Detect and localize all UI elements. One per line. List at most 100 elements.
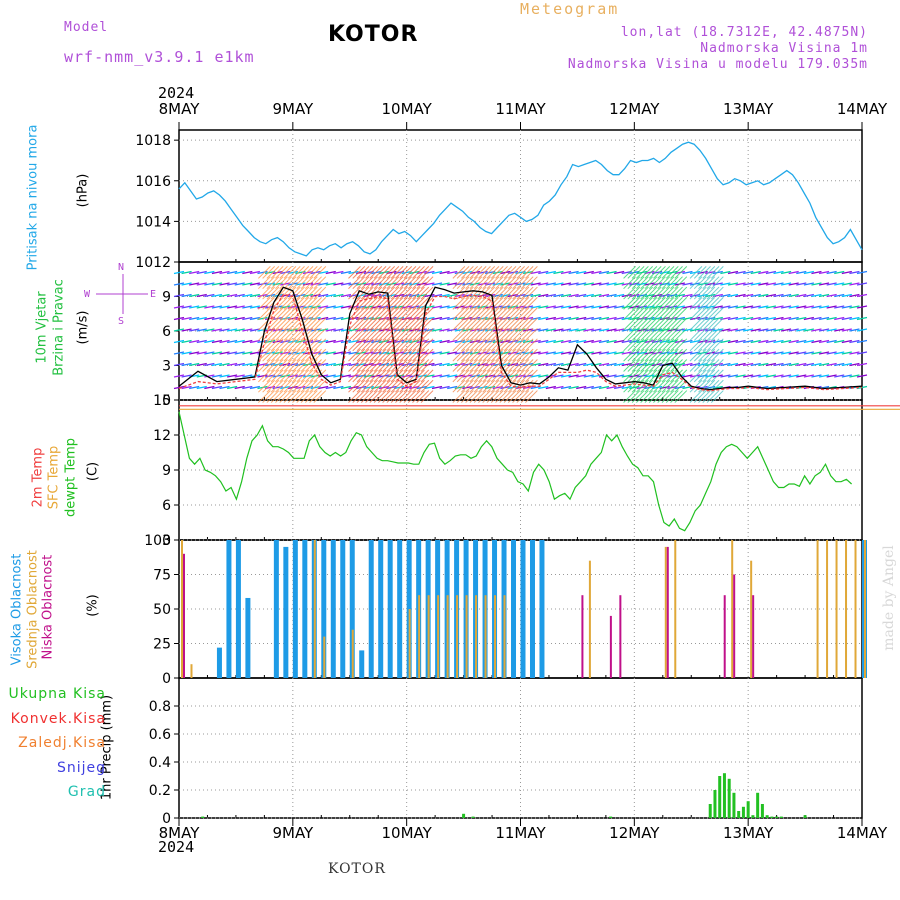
wind-barb-storm [644,307,658,321]
wind-barb-storm [503,379,517,393]
wind-barb [826,270,837,275]
wind-barb-storm [702,317,716,331]
wind-barb [765,374,777,378]
wind-barb [211,328,223,332]
wind-barb-storm [693,317,707,331]
wind-barb [765,339,777,344]
cloud-bar [511,540,517,678]
cloud-bar [437,595,440,678]
wind-barb [447,374,458,378]
wind-barb-storm [631,348,645,362]
wind-barb [439,374,450,378]
wind-barb-storm [456,348,470,362]
wind-ytick-label: 6 [162,324,171,340]
wind-barb-storm [636,317,649,331]
wind-barb [834,328,845,332]
wind-barb [591,305,602,309]
cloud-bar [235,540,241,678]
wind-barb [447,293,458,298]
wind-barb-storm [416,338,430,352]
wind-barb [614,339,625,344]
wind-barb [735,270,746,275]
wind-barb [705,305,716,309]
wind-barb [780,351,792,355]
wind-barb [583,374,594,378]
wind-barb-storm [486,379,500,393]
wind-barb-storm [420,390,434,403]
wind-barb-storm [520,265,534,279]
wind-barb-storm [520,369,534,383]
wind-barb-storm [452,348,466,362]
wind-barb [818,339,830,344]
wind-barb [173,385,185,390]
temperature-ytick-label: 6 [162,498,171,514]
wind-barb-storm [512,379,525,393]
wind-barb [553,351,564,355]
wind-barb-storm [352,379,366,393]
wind-barb [560,374,572,378]
wind-barb-storm [520,307,534,321]
wind-barb-storm [657,338,671,352]
wind-barb-storm [674,317,688,331]
wind-barb [856,374,868,378]
wind-barb [598,282,610,286]
wind-barb [788,316,799,321]
wind-barb-storm [623,317,636,331]
wind-barb-storm [369,307,383,321]
wind-barb-storm [499,297,513,310]
wind-barb-storm [486,286,500,300]
wind-barb-storm [657,348,671,362]
wind-barb-storm [627,286,641,300]
wind-barb [568,282,579,286]
wind-barb-storm [469,348,483,362]
wind-barb [826,362,837,367]
wind-barb-storm [452,359,466,372]
wind-barb-storm [670,317,683,331]
wind-barb [424,385,435,390]
wind-barb-storm [262,276,275,290]
wind-barb [219,328,230,332]
wind-barb-storm [258,348,271,362]
wind-barb-storm [373,379,387,393]
wind-barb [712,385,723,390]
cloud-bar [216,647,222,678]
wind-barb [340,282,352,286]
wind-barb-storm [407,328,421,341]
wind-barb-storm [258,286,271,300]
wind-barb-storm [313,297,327,310]
wind-barb-storm [623,276,636,290]
wind-barb [576,282,587,286]
wind-barb-storm [702,369,716,383]
temperature-ytick-label: 15 [153,393,171,409]
wind-barb [796,293,807,298]
wind-barb [841,316,852,321]
wind-barb-storm [403,348,417,362]
wind-barb-storm [631,286,645,300]
wind-barb [401,293,412,298]
wind-barb-storm [296,359,310,372]
wind-barb-storm [279,369,293,383]
wind-barb-storm [702,328,716,341]
wind-barb-storm [631,328,645,341]
wind-barb-storm [300,286,314,300]
wind-barb [538,316,549,321]
wind-barb [811,374,822,378]
wind-barb [841,293,852,298]
wind-barb-storm [465,338,479,352]
precip-bar [609,816,613,818]
wind-barb [234,385,245,390]
wind-barb [826,282,837,286]
wind-barb-storm [674,297,688,310]
wind-barb-storm [473,297,487,310]
wind-barb-storm [525,379,538,393]
wind-barb [363,305,374,309]
wind-barb-storm [648,390,662,403]
wind-barb-storm [296,265,310,279]
wind-barb [545,316,556,321]
wind-barb [811,351,822,355]
wind-barb-storm [382,359,395,372]
wind-barb [538,305,549,309]
compass-cross-icon [96,274,148,314]
wind-axis-title-1: 10m Vjetar [34,291,50,364]
